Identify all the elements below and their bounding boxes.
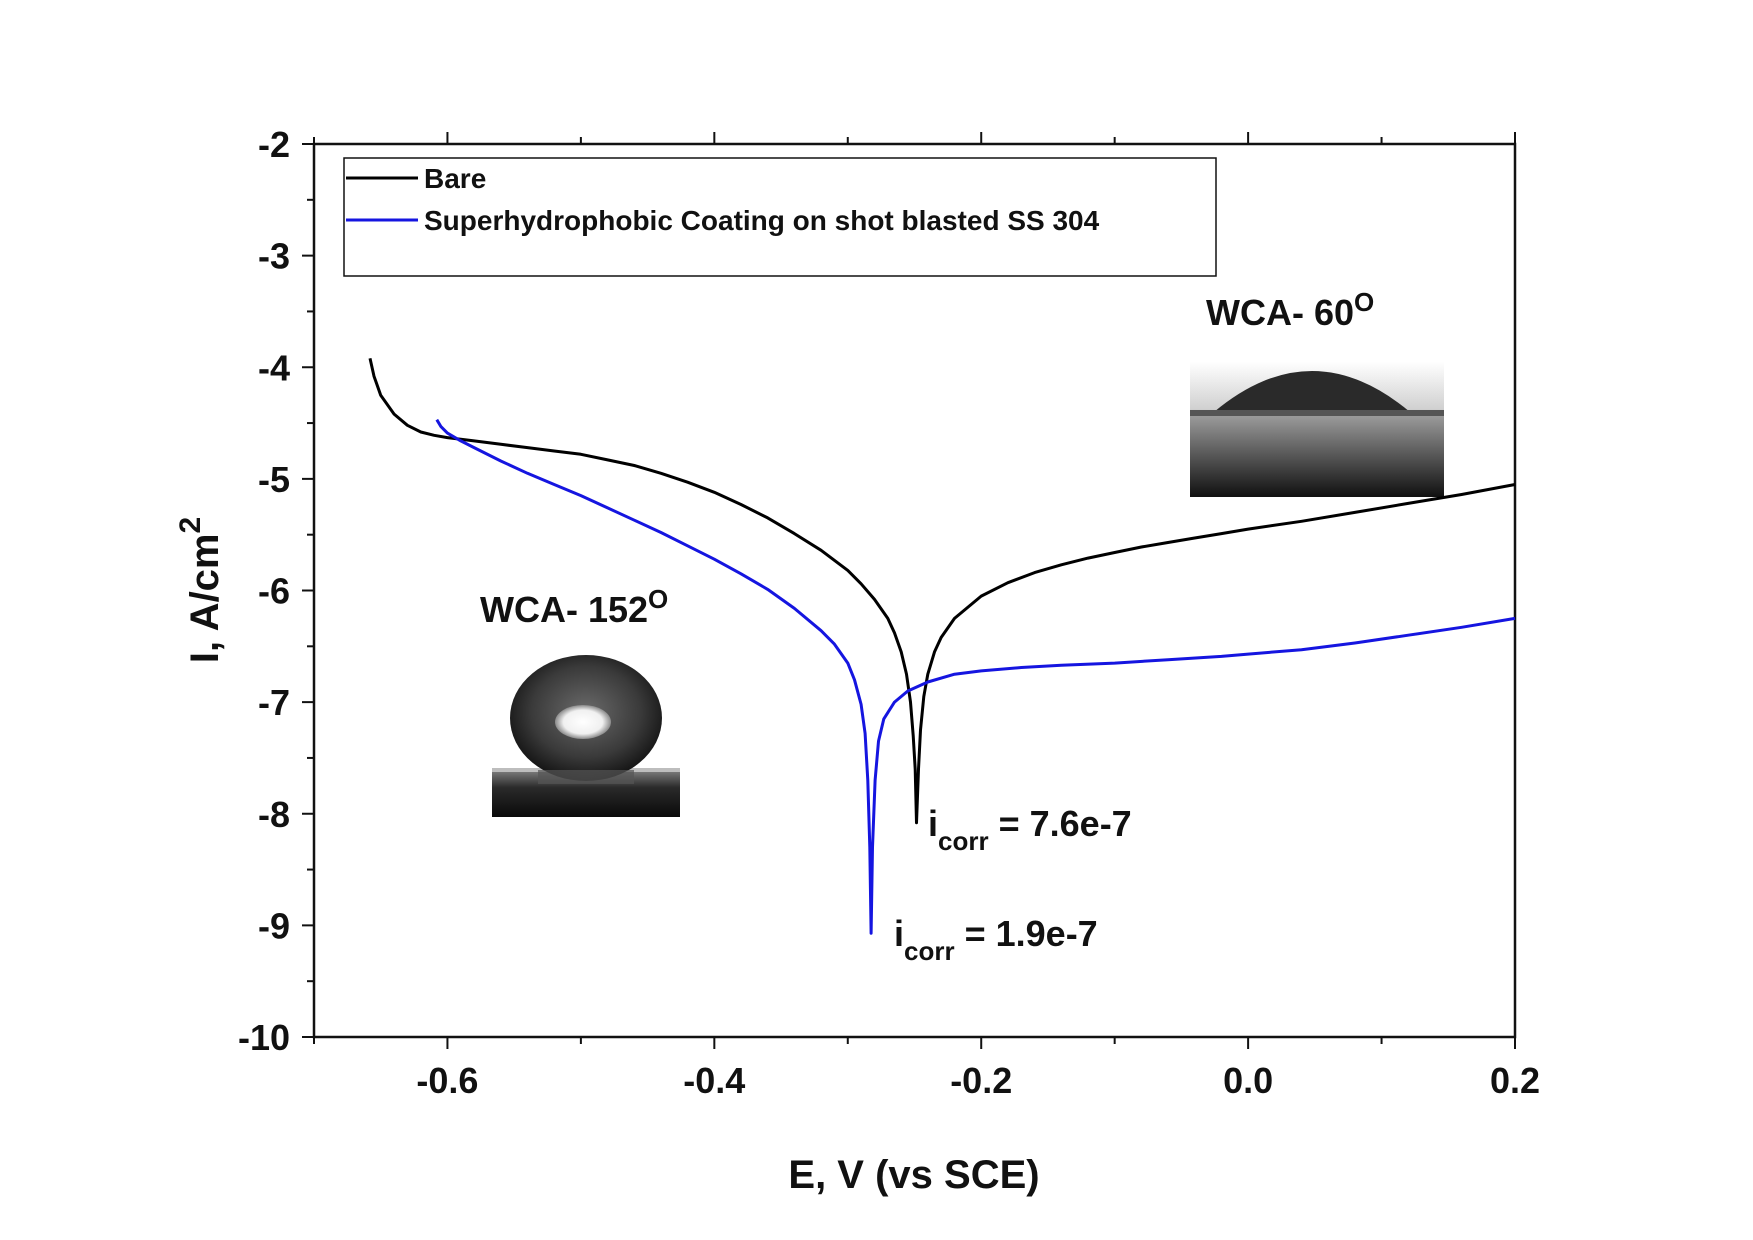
axis-ticks	[302, 132, 1516, 1049]
wca-152-label: WCA- 152O	[480, 584, 668, 630]
x-tick-label: -0.2	[950, 1060, 1012, 1101]
droplet-image-152	[492, 655, 680, 817]
icorr-bare-annotation: icorr = 7.6e-7	[928, 803, 1132, 856]
legend-label-bare: Bare	[424, 163, 486, 194]
legend-box	[343, 157, 1217, 277]
y-tick-label: -8	[258, 794, 290, 835]
x-tick-label: 0.0	[1223, 1060, 1273, 1101]
y-axis-title: I, A/cm2	[174, 517, 227, 663]
wca-60-label: WCA- 60O	[1206, 287, 1374, 333]
y-tick-label: -3	[258, 236, 290, 277]
series-line-coating	[435, 418, 1516, 935]
x-tick-label: -0.6	[416, 1060, 478, 1101]
y-tick-label: -2	[258, 124, 290, 165]
x-tick-label: 0.2	[1490, 1060, 1540, 1101]
droplet-image-60	[1190, 362, 1444, 497]
axis-tick-labels: -0.6 -0.4 -0.2 0.0 0.2 -10 -9 -8 -7 -6 -5 -4 -3 -2	[238, 124, 1540, 1101]
y-tick-label: -9	[258, 905, 290, 946]
legend: Bare Superhydrophobic Coating on shot bl…	[343, 157, 1217, 277]
x-tick-label: -0.4	[683, 1060, 745, 1101]
y-tick-label: -6	[258, 571, 290, 612]
y-tick-label: -5	[258, 459, 290, 500]
y-tick-label: -4	[258, 347, 290, 388]
icorr-coating-annotation: icorr = 1.9e-7	[894, 913, 1098, 966]
x-axis-title: E, V (vs SCE)	[788, 1153, 1039, 1197]
y-tick-label: -10	[238, 1017, 290, 1058]
series-line-bare	[368, 357, 1516, 825]
y-tick-label: -7	[258, 682, 290, 723]
series-layer	[368, 357, 1516, 935]
legend-label-coating: Superhydrophobic Coating on shot blasted…	[424, 205, 1100, 236]
